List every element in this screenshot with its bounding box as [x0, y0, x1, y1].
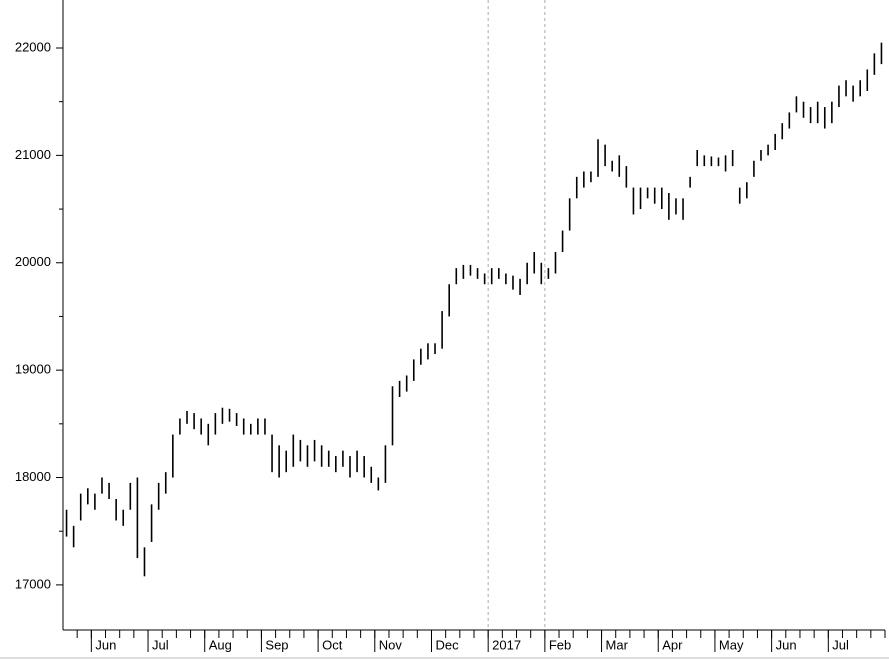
x-tick-label: Mar: [606, 637, 629, 652]
y-tick-label: 20000: [15, 254, 51, 269]
x-tick-label: Dec: [435, 637, 459, 652]
x-tick-label: Apr: [662, 637, 683, 652]
x-tick-label: Oct: [322, 637, 343, 652]
x-tick-label: Jun: [95, 637, 116, 652]
x-tick-label: Aug: [209, 637, 232, 652]
x-tick-label: May: [719, 637, 744, 652]
y-tick-label: 17000: [15, 576, 51, 591]
x-tick-label: Nov: [379, 637, 403, 652]
x-tick-label: 2017: [492, 637, 521, 652]
x-tick-label: Sep: [265, 637, 288, 652]
y-tick-label: 19000: [15, 362, 51, 377]
y-tick-label: 18000: [15, 469, 51, 484]
x-tick-label: Jul: [832, 637, 849, 652]
y-tick-label: 21000: [15, 147, 51, 162]
x-tick-label: Jun: [776, 637, 797, 652]
x-tick-label: Feb: [549, 637, 571, 652]
y-tick-label: 22000: [15, 39, 51, 54]
x-tick-label: Jul: [152, 637, 169, 652]
